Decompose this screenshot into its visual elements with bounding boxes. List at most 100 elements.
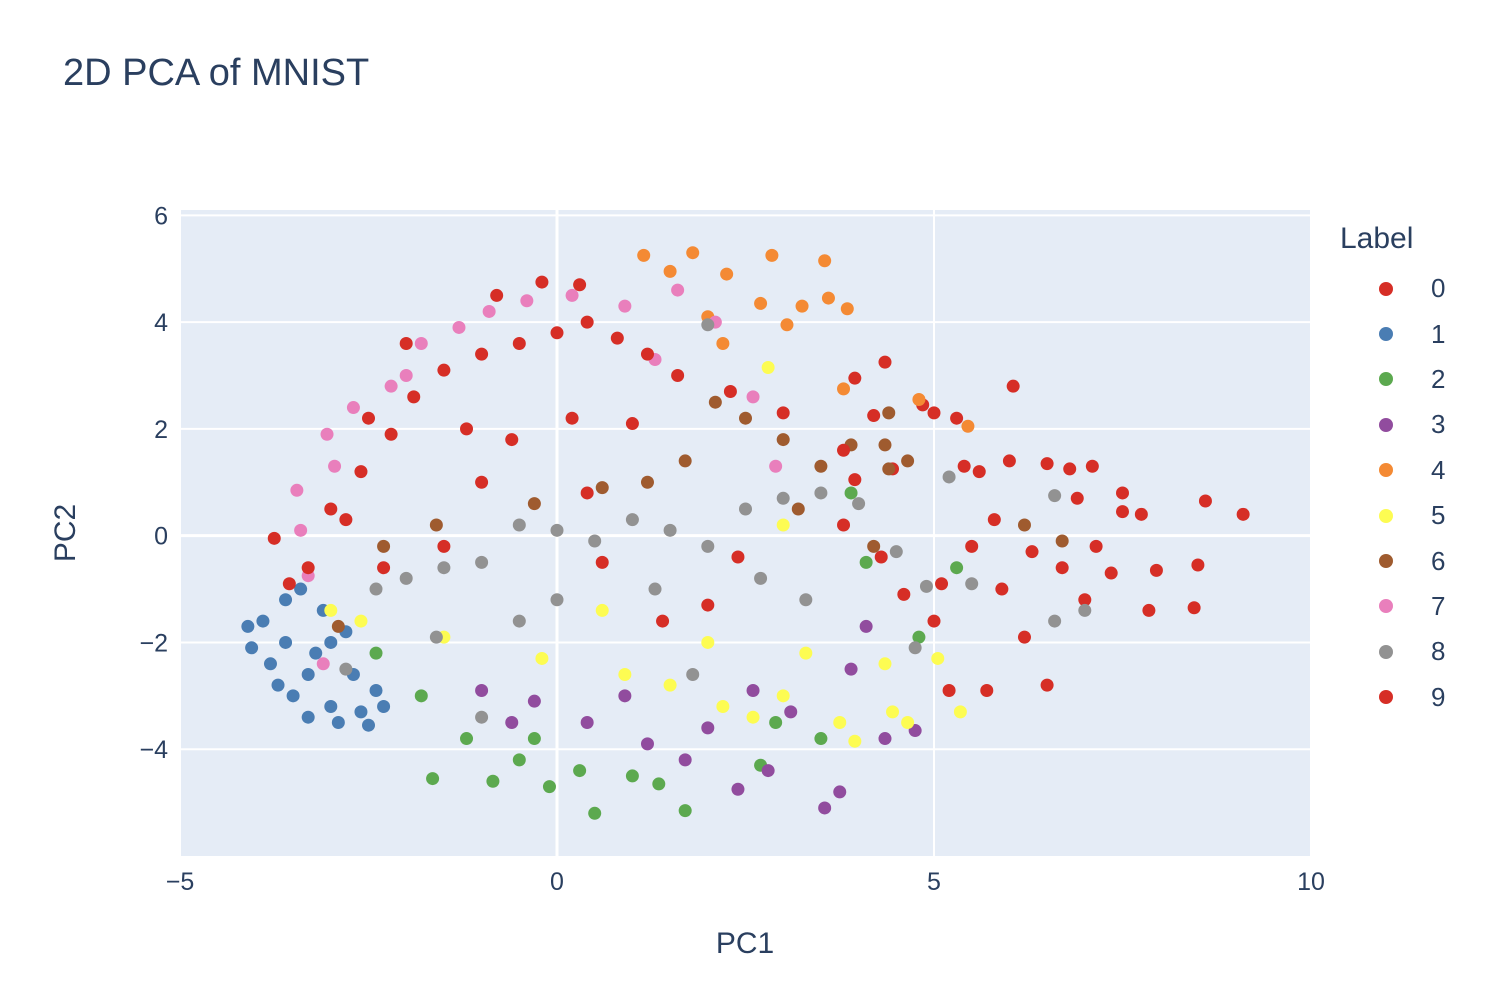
data-point[interactable]: [908, 641, 922, 655]
data-point[interactable]: [965, 577, 979, 591]
data-point[interactable]: [656, 614, 670, 628]
data-point[interactable]: [961, 419, 975, 433]
data-point[interactable]: [369, 646, 383, 660]
data-point[interactable]: [708, 395, 722, 409]
data-point[interactable]: [739, 502, 752, 516]
data-point[interactable]: [980, 683, 994, 697]
data-point[interactable]: [573, 278, 587, 292]
data-point[interactable]: [267, 531, 281, 545]
data-point[interactable]: [512, 753, 526, 767]
data-point[interactable]: [837, 382, 851, 396]
data-point[interactable]: [512, 336, 526, 350]
data-point[interactable]: [731, 550, 745, 564]
data-point[interactable]: [776, 433, 790, 447]
data-point[interactable]: [833, 785, 847, 799]
data-point[interactable]: [942, 683, 956, 697]
data-point[interactable]: [874, 550, 888, 564]
data-point[interactable]: [437, 539, 451, 553]
series-1[interactable]: [241, 582, 391, 732]
data-point[interactable]: [437, 561, 451, 575]
data-point[interactable]: [369, 582, 383, 596]
data-point[interactable]: [882, 406, 896, 420]
data-point[interactable]: [852, 497, 866, 511]
data-point[interactable]: [407, 390, 421, 404]
data-point[interactable]: [1116, 505, 1129, 519]
data-point[interactable]: [282, 577, 296, 591]
data-point[interactable]: [837, 518, 851, 532]
data-point[interactable]: [821, 291, 835, 305]
series-9[interactable]: [267, 275, 851, 628]
data-point[interactable]: [701, 539, 715, 553]
data-point[interactable]: [595, 603, 609, 617]
data-point[interactable]: [486, 774, 500, 788]
data-point[interactable]: [339, 513, 353, 527]
data-point[interactable]: [716, 336, 730, 350]
data-point[interactable]: [475, 347, 489, 361]
data-point[interactable]: [573, 764, 587, 778]
data-point[interactable]: [814, 486, 828, 500]
data-point[interactable]: [362, 718, 375, 732]
data-point[interactable]: [595, 481, 609, 495]
series-6[interactable]: [331, 395, 1069, 633]
data-point[interactable]: [901, 454, 915, 468]
data-point[interactable]: [475, 555, 489, 569]
data-point[interactable]: [746, 710, 760, 724]
data-point[interactable]: [1048, 614, 1062, 628]
data-point[interactable]: [550, 523, 564, 537]
data-point[interactable]: [550, 326, 564, 340]
data-point[interactable]: [1063, 462, 1077, 476]
data-point[interactable]: [844, 486, 858, 500]
data-point[interactable]: [731, 782, 745, 796]
data-point[interactable]: [901, 716, 915, 730]
data-point[interactable]: [814, 459, 828, 473]
data-point[interactable]: [331, 619, 345, 633]
data-point[interactable]: [279, 593, 293, 607]
data-point[interactable]: [784, 705, 798, 719]
data-point[interactable]: [953, 705, 967, 719]
legend-item-3[interactable]: 3: [1340, 402, 1490, 447]
data-point[interactable]: [818, 801, 832, 815]
data-point[interactable]: [339, 662, 353, 676]
data-point[interactable]: [995, 582, 1009, 596]
series-3[interactable]: [475, 619, 922, 815]
legend-item-6[interactable]: 6: [1340, 538, 1490, 583]
data-point[interactable]: [580, 315, 594, 329]
data-point[interactable]: [754, 296, 768, 310]
data-point[interactable]: [652, 777, 666, 791]
data-point[interactable]: [761, 360, 775, 374]
legend[interactable]: Label 0 1 2 3 4 5 6 7 8 9: [1340, 222, 1490, 720]
series-4[interactable]: [637, 246, 975, 433]
series-0[interactable]: [837, 355, 1250, 697]
data-point[interactable]: [245, 641, 259, 655]
data-point[interactable]: [769, 716, 783, 730]
data-point[interactable]: [369, 683, 383, 697]
data-point[interactable]: [1002, 454, 1016, 468]
data-point[interactable]: [565, 288, 579, 302]
legend-item-4[interactable]: 4: [1340, 448, 1490, 493]
data-point[interactable]: [799, 646, 813, 660]
data-point[interactable]: [324, 502, 338, 516]
data-point[interactable]: [848, 734, 862, 748]
legend-item-2[interactable]: 2: [1340, 357, 1490, 402]
legend-item-7[interactable]: 7: [1340, 584, 1490, 629]
data-point[interactable]: [987, 513, 1001, 527]
data-point[interactable]: [769, 459, 783, 473]
legend-item-8[interactable]: 8: [1340, 629, 1490, 674]
data-point[interactable]: [686, 246, 700, 260]
data-point[interactable]: [475, 683, 489, 697]
data-point[interactable]: [818, 254, 832, 268]
data-point[interactable]: [1017, 630, 1031, 644]
data-point[interactable]: [1025, 545, 1039, 559]
data-point[interactable]: [346, 401, 360, 415]
data-point[interactable]: [1017, 518, 1031, 532]
data-point[interactable]: [1149, 563, 1163, 577]
data-point[interactable]: [867, 409, 881, 423]
data-point[interactable]: [1104, 566, 1118, 580]
data-point[interactable]: [637, 248, 651, 262]
data-point[interactable]: [776, 518, 790, 532]
data-point[interactable]: [927, 406, 941, 420]
data-point[interactable]: [878, 657, 892, 671]
data-point[interactable]: [414, 336, 428, 350]
data-point[interactable]: [919, 579, 933, 593]
